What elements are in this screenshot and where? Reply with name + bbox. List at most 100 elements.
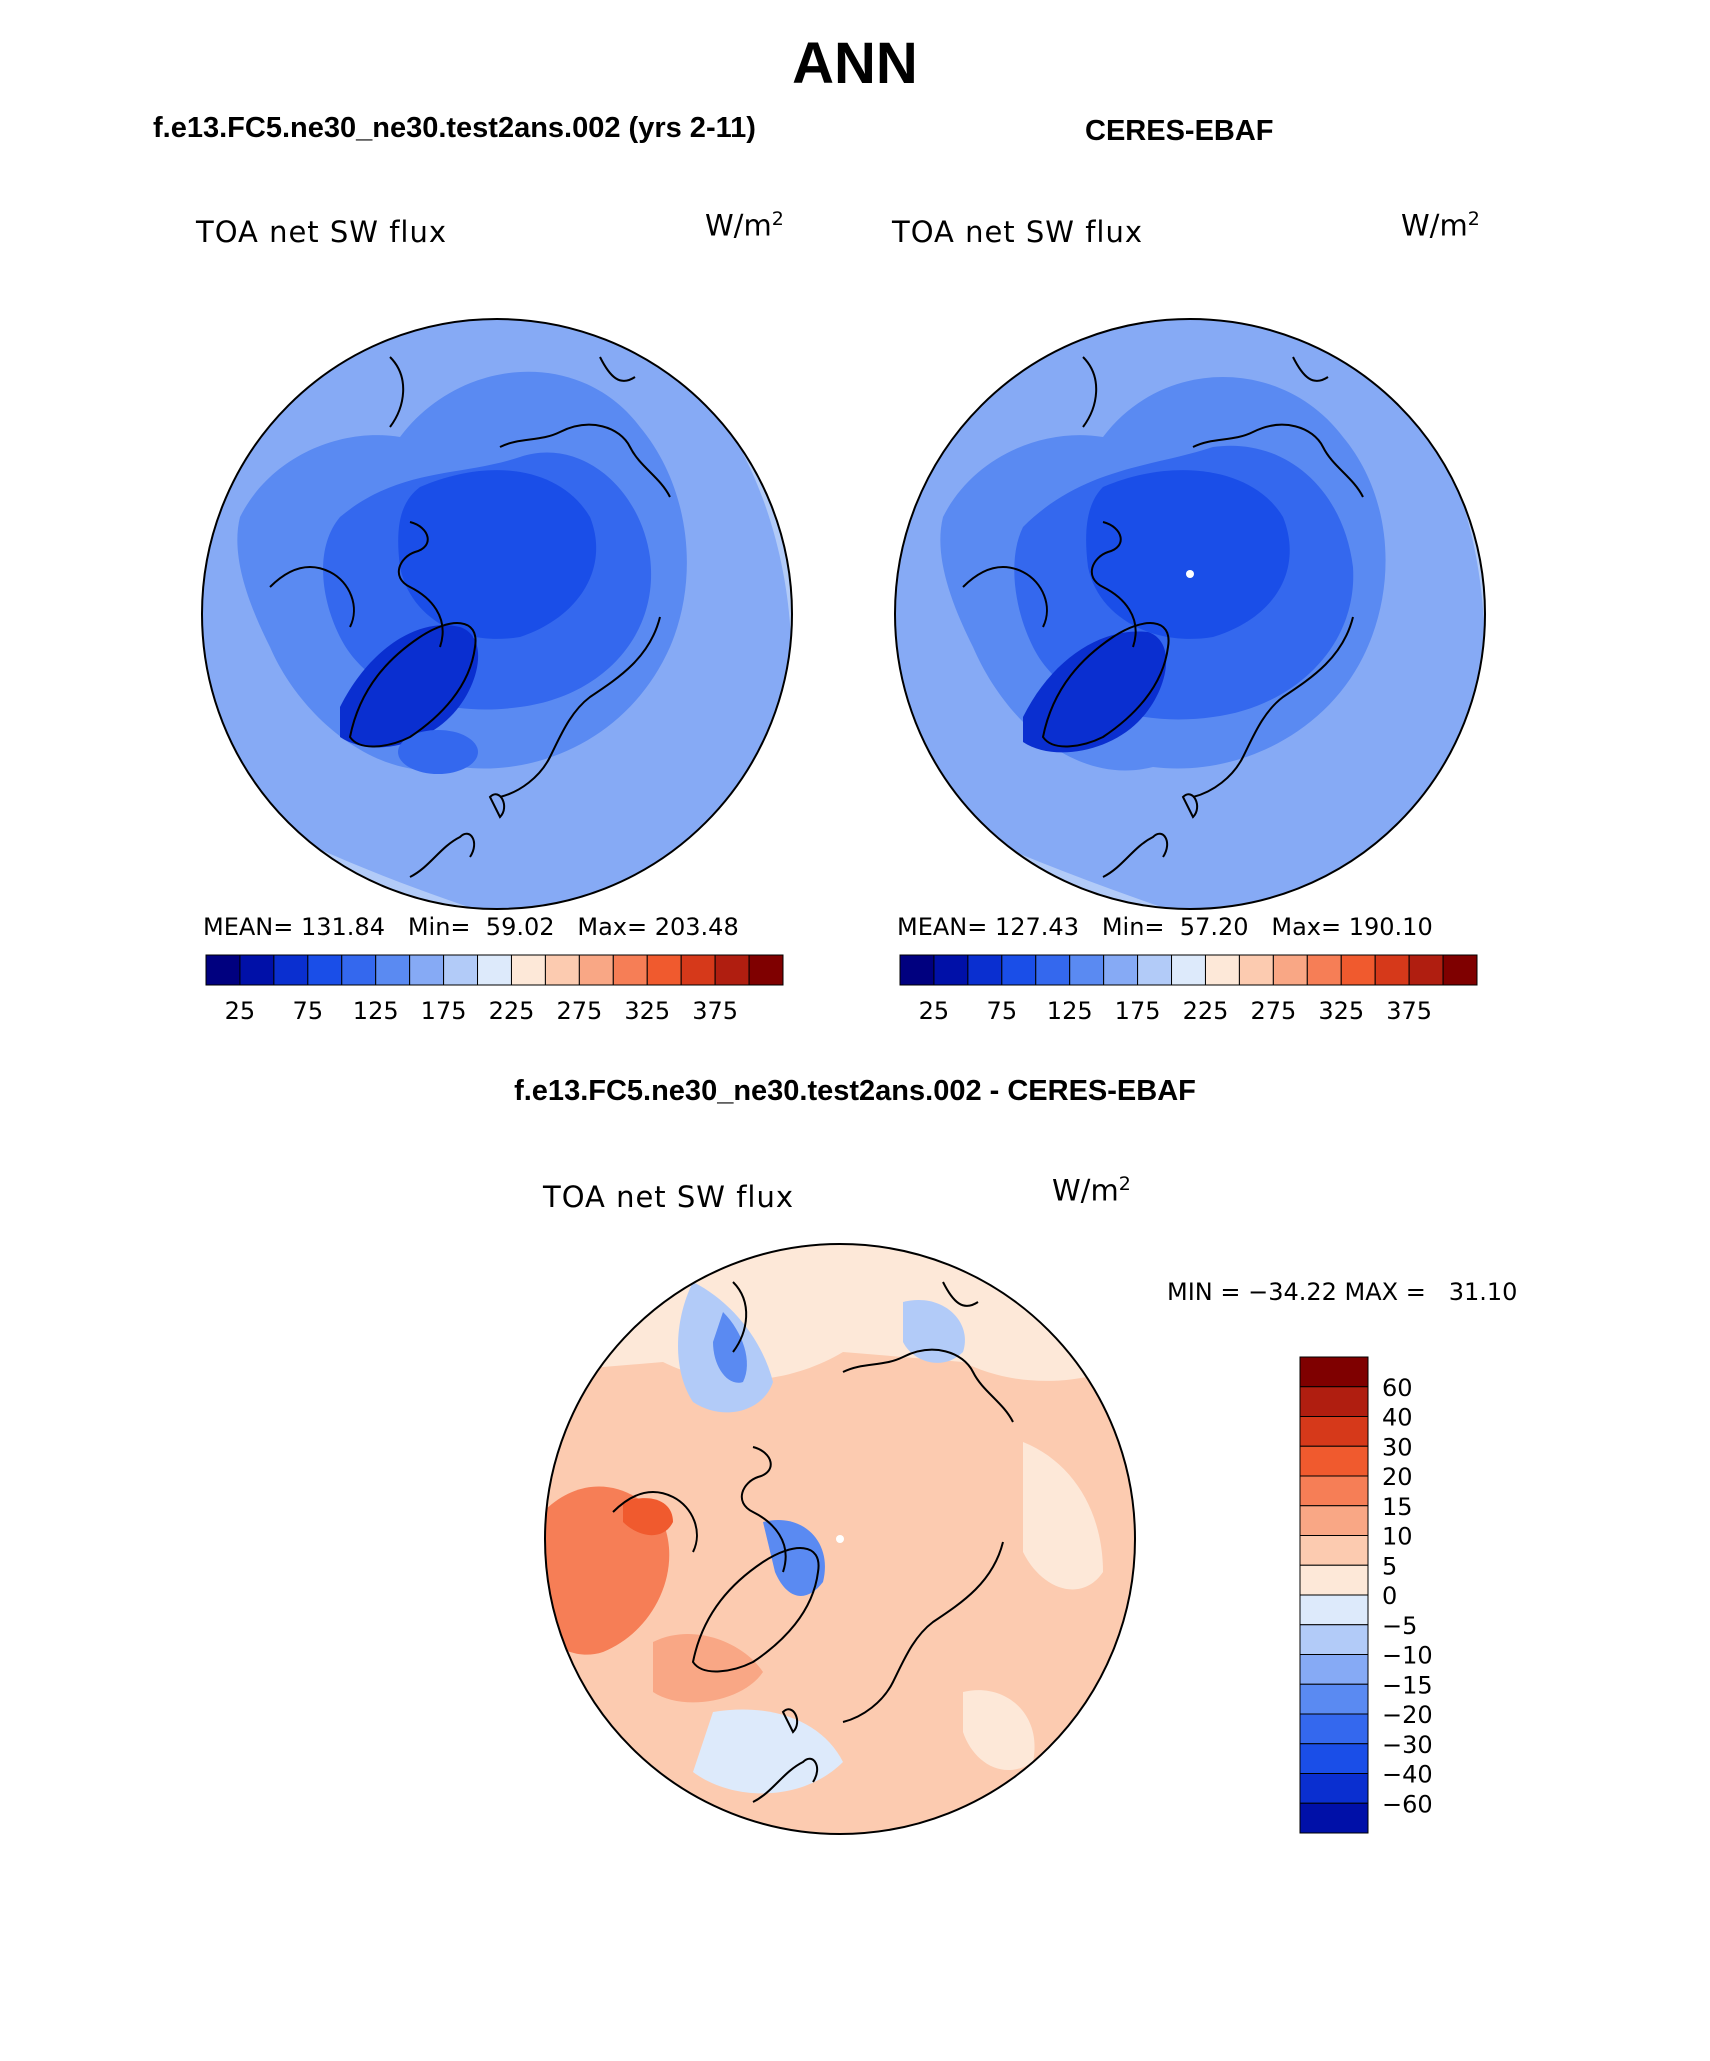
panel-2-stats: MEAN= 127.43 Min= 57.20 Max= 190.10: [897, 913, 1433, 941]
colorbar-model-tick-label: 125: [353, 997, 399, 1025]
colorbar-observation-tick-label: 175: [1115, 997, 1161, 1025]
colorbar-observation-swatch: [1306, 954, 1342, 986]
colorbar-difference-tick-label: 30: [1382, 1433, 1413, 1461]
colorbar-model-swatch: [477, 954, 512, 986]
colorbar-model-swatch: [341, 954, 377, 986]
colorbar-difference-tick-label: −60: [1382, 1790, 1433, 1818]
colorbar-model-swatch: [680, 954, 716, 986]
map-observation: [894, 318, 1486, 910]
colorbar-difference-swatch: [1299, 1445, 1369, 1477]
colorbar-observation-swatch: [1001, 954, 1037, 986]
colorbar-observation-tick-label: 225: [1183, 997, 1229, 1025]
colorbar-difference-swatch: [1299, 1654, 1369, 1685]
panel-2-title: CERES-EBAF: [1085, 115, 1274, 147]
colorbar-model-tick-label: 225: [489, 997, 535, 1025]
colorbar-model: 25 75 125 175 225 275 325 375: [205, 954, 784, 1025]
colorbar-difference-swatch: [1299, 1773, 1369, 1804]
colorbar-model-swatch: [205, 954, 241, 986]
colorbar-difference-tick-label: 20: [1382, 1463, 1413, 1491]
colorbar-model-tick-label: 275: [556, 997, 602, 1025]
colorbar-difference-tick-label: −40: [1382, 1761, 1433, 1789]
colorbar-difference-swatch: [1299, 1386, 1369, 1417]
colorbar-observation-swatch: [967, 954, 1003, 986]
colorbar-difference-tick-label: 0: [1382, 1582, 1397, 1610]
map-difference: [544, 1243, 1136, 1835]
panel-1-title: f.e13.FC5.ne30_ne30.test2ans.002 (yrs 2-…: [153, 112, 756, 144]
colorbar-difference-swatch: [1299, 1802, 1369, 1834]
colorbar-model-swatch: [510, 954, 546, 986]
colorbar-difference-swatch: [1299, 1683, 1369, 1715]
colorbar-difference-swatch: [1299, 1505, 1369, 1536]
colorbar-difference-swatch: [1299, 1564, 1369, 1596]
colorbar-difference-tick-label: 15: [1382, 1493, 1413, 1521]
colorbar-observation-tick-label: 75: [987, 997, 1018, 1025]
map-model: [201, 318, 793, 910]
figure-title: ANN: [792, 31, 918, 96]
colorbar-model-swatch: [273, 954, 309, 986]
panel-3-variable-label: TOA net SW flux: [543, 1180, 795, 1214]
colorbar-difference-tick-label: 10: [1382, 1523, 1413, 1551]
colorbar-difference-tick-label: −20: [1382, 1701, 1433, 1729]
colorbar-model-swatch: [748, 954, 784, 986]
colorbar-model-swatch: [714, 954, 750, 986]
colorbar-model-swatch: [544, 954, 580, 986]
colorbar-difference-tick-label: −5: [1382, 1612, 1417, 1640]
colorbar-observation-swatch: [1103, 954, 1139, 986]
colorbar-model-swatch: [646, 954, 682, 986]
colorbar-model-tick-label: 25: [225, 997, 256, 1025]
colorbar-model-swatch: [443, 954, 479, 986]
colorbar-model-swatch: [578, 954, 614, 986]
colorbar-observation-swatch: [1204, 954, 1240, 986]
colorbar-observation-tick-label: 275: [1250, 997, 1296, 1025]
colorbar-observation-swatch: [1374, 954, 1410, 986]
colorbar-observation-tick-label: 325: [1318, 997, 1364, 1025]
colorbar-model-tick-label: 325: [624, 997, 670, 1025]
colorbar-observation-swatch: [899, 954, 935, 986]
colorbar-difference-swatch: [1299, 1356, 1369, 1388]
colorbar-observation-swatch: [1035, 954, 1071, 986]
panel-3-units: W/m2: [1052, 1173, 1131, 1208]
colorbar-difference-tick-label: −30: [1382, 1731, 1433, 1759]
colorbar-observation-swatch: [1340, 954, 1376, 986]
colorbar-difference-tick-label: −10: [1382, 1642, 1433, 1670]
colorbar-difference-swatch: [1299, 1535, 1369, 1566]
colorbar-model-tick-label: 175: [421, 997, 467, 1025]
panel-1-stats: MEAN= 131.84 Min= 59.02 Max= 203.48: [203, 913, 739, 941]
colorbar-difference-swatch: [1299, 1743, 1369, 1774]
colorbar-model-tick-label: 375: [692, 997, 738, 1025]
panel-2-units: W/m2: [1401, 208, 1480, 243]
panel-3-stats: MIN = −34.22 MAX = 31.10: [1167, 1278, 1518, 1306]
panel-1-variable-label: TOA net SW flux: [196, 215, 448, 249]
colorbar-observation-tick-label: 375: [1386, 997, 1432, 1025]
colorbar-observation-swatch: [1442, 954, 1478, 986]
colorbar-observation: 25 75 125 175 225 275 325 375: [899, 954, 1478, 1025]
colorbar-observation-swatch: [1408, 954, 1444, 986]
panel-1-units: W/m2: [705, 208, 784, 243]
colorbar-observation-tick-label: 25: [919, 997, 950, 1025]
colorbar-difference-tick-label: 40: [1382, 1404, 1413, 1432]
colorbar-model-swatch: [239, 954, 275, 986]
colorbar-difference-swatch: [1299, 1475, 1369, 1507]
colorbar-observation-tick-label: 125: [1047, 997, 1093, 1025]
colorbar-model-swatch: [409, 954, 445, 986]
difference-title: f.e13.FC5.ne30_ne30.test2ans.002 - CERES…: [514, 1075, 1196, 1107]
colorbar-observation-swatch: [1171, 954, 1206, 986]
colorbar-observation-swatch: [1069, 954, 1105, 986]
colorbar-difference-swatch: [1299, 1416, 1369, 1447]
colorbar-model-swatch: [612, 954, 648, 986]
colorbar-model-swatch: [375, 954, 411, 986]
colorbar-observation-swatch: [1272, 954, 1308, 986]
colorbar-difference-swatch: [1299, 1624, 1369, 1655]
colorbar-observation-swatch: [933, 954, 969, 986]
colorbar-model-tick-label: 75: [293, 997, 324, 1025]
colorbar-difference-tick-label: −15: [1382, 1671, 1433, 1699]
colorbar-model-swatch: [307, 954, 343, 986]
colorbar-difference-swatch: [1299, 1594, 1369, 1626]
colorbar-observation-swatch: [1137, 954, 1173, 986]
colorbar-observation-swatch: [1238, 954, 1274, 986]
panel-2-variable-label: TOA net SW flux: [892, 215, 1144, 249]
colorbar-difference-swatch: [1299, 1713, 1369, 1745]
colorbar-difference-tick-label: 60: [1382, 1374, 1413, 1402]
colorbar-difference-tick-label: 5: [1382, 1552, 1397, 1580]
